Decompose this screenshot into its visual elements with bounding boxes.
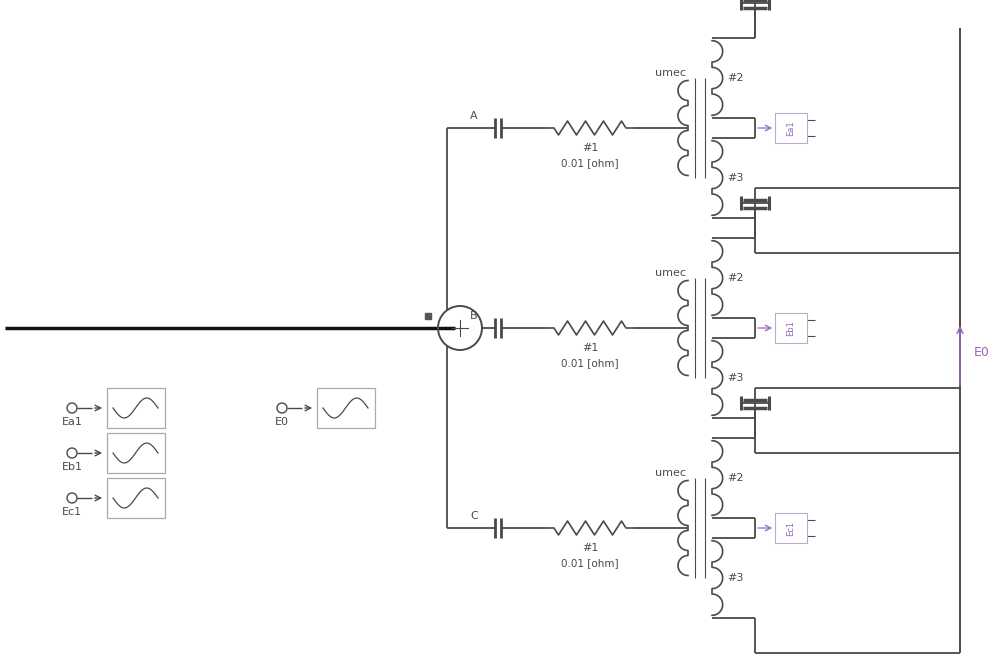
Bar — [775, 513, 807, 543]
Bar — [107, 433, 165, 473]
Bar — [317, 388, 375, 428]
Text: 0.01 [ohm]: 0.01 [ohm] — [561, 558, 619, 568]
Text: Eb1: Eb1 — [62, 462, 82, 472]
Text: #3: #3 — [727, 373, 743, 383]
Text: #1: #1 — [582, 543, 598, 553]
Text: 0.01 [ohm]: 0.01 [ohm] — [561, 158, 619, 168]
Text: #3: #3 — [727, 573, 743, 583]
Text: 0.01 [ohm]: 0.01 [ohm] — [561, 358, 619, 368]
Bar — [107, 388, 165, 428]
Bar — [107, 478, 165, 518]
Text: Ea1: Ea1 — [786, 120, 796, 136]
Text: E0: E0 — [275, 417, 289, 427]
Text: E0: E0 — [974, 346, 990, 359]
Text: B: B — [470, 311, 478, 321]
Text: #2: #2 — [727, 273, 743, 283]
Text: Ec1: Ec1 — [786, 520, 796, 535]
Text: #3: #3 — [727, 173, 743, 183]
Text: umec: umec — [654, 68, 686, 78]
Text: umec: umec — [654, 468, 686, 478]
Text: Ec1: Ec1 — [62, 507, 82, 517]
Text: #1: #1 — [582, 143, 598, 153]
Text: C: C — [470, 511, 478, 521]
Text: #2: #2 — [727, 473, 743, 483]
Text: umec: umec — [654, 268, 686, 278]
Text: #1: #1 — [582, 343, 598, 353]
Bar — [775, 313, 807, 343]
Text: #2: #2 — [727, 73, 743, 83]
Text: Eb1: Eb1 — [786, 320, 796, 336]
Text: A: A — [470, 111, 478, 121]
Text: Ea1: Ea1 — [62, 417, 82, 427]
Bar — [775, 113, 807, 143]
